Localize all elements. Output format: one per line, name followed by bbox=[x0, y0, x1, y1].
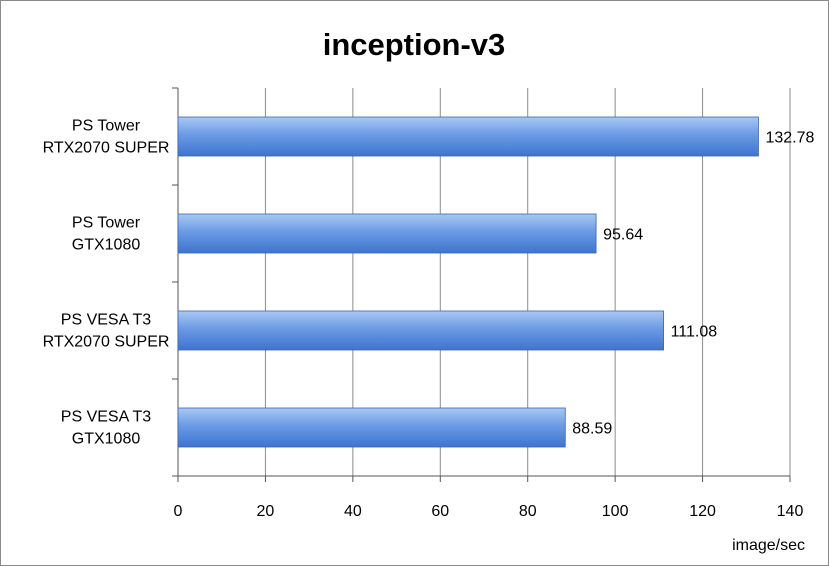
x-tick-label: 20 bbox=[257, 503, 275, 520]
y-tick-label: PS Tower bbox=[72, 215, 141, 232]
y-tick-label: GTX1080 bbox=[72, 237, 141, 254]
data-label: 111.08 bbox=[671, 324, 718, 341]
y-tick-label: PS VESA T3 bbox=[61, 409, 152, 426]
bar bbox=[177, 407, 566, 448]
bars bbox=[177, 116, 759, 448]
data-label: 95.64 bbox=[603, 227, 643, 244]
bar bbox=[177, 213, 597, 254]
bar bbox=[177, 310, 664, 351]
x-tick-label: 0 bbox=[174, 503, 183, 520]
y-tick-label: PS VESA T3 bbox=[61, 312, 152, 329]
data-label: 88.59 bbox=[572, 421, 612, 438]
x-tick-label: 40 bbox=[344, 503, 362, 520]
data-label: 132.78 bbox=[765, 130, 814, 147]
x-tick-label: 120 bbox=[689, 503, 716, 520]
y-tick-label: RTX2070 SUPER bbox=[43, 334, 170, 351]
y-tick-label: GTX1080 bbox=[72, 431, 141, 448]
bar bbox=[177, 116, 759, 157]
x-tick-label: 80 bbox=[519, 503, 537, 520]
y-tick-label: RTX2070 SUPER bbox=[43, 140, 170, 157]
x-tick-label: 100 bbox=[602, 503, 629, 520]
labels: 0 20 40 60 80 100 120 140 132.78 PS Tower RTX2070 … bbox=[43, 118, 815, 521]
y-tick-label: PS Tower bbox=[72, 118, 141, 135]
chart-title: inception-v3 bbox=[323, 27, 506, 62]
x-tick-label: 60 bbox=[431, 503, 449, 520]
x-axis-label: image/sec bbox=[732, 537, 805, 554]
x-tick-label: 140 bbox=[777, 503, 804, 520]
